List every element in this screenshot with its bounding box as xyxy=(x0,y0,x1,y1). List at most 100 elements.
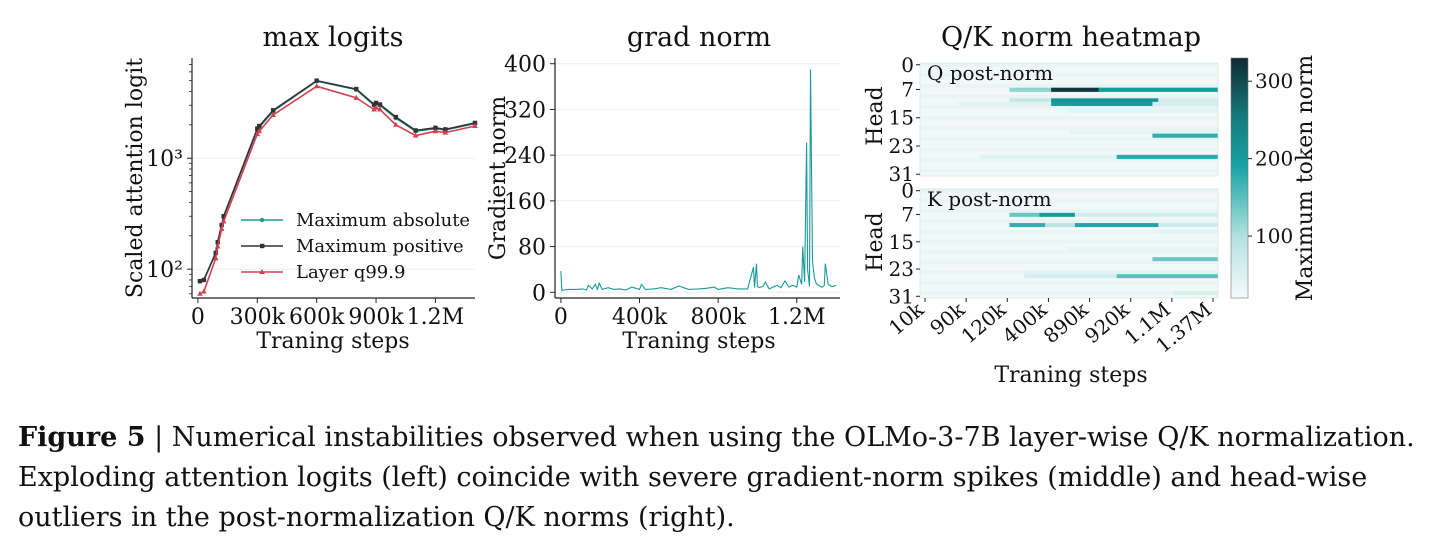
heatmap-row xyxy=(920,168,1218,173)
heatmap-cell xyxy=(1009,98,1052,103)
heatmap-row xyxy=(920,280,1218,285)
max-logits-point xyxy=(472,120,478,126)
max-logits-xlabel: Traning steps xyxy=(256,329,409,354)
grad-norm-series-line xyxy=(560,69,837,292)
heatmap-cell xyxy=(1051,98,1159,103)
max-logits-point xyxy=(442,129,449,135)
heatmap-row xyxy=(920,73,1218,78)
max-logits-xtick-label: 0 xyxy=(191,305,205,330)
max-logits-point xyxy=(393,121,399,127)
max-logits-point xyxy=(472,123,478,129)
heatmap-q-label: Q post-norm xyxy=(927,61,1053,85)
grad-norm-ytick-label: 240 xyxy=(504,144,546,169)
max-logits-point xyxy=(377,106,383,112)
colorbar-tick-label: 200 xyxy=(1255,147,1293,171)
colorbar-tick-label: 100 xyxy=(1255,224,1293,248)
max-logits-point xyxy=(353,94,360,100)
heatmap-cell xyxy=(1116,154,1218,159)
legend-marker xyxy=(259,217,265,223)
heatmap-row xyxy=(920,63,1218,67)
grad-norm-xlabel: Traning steps xyxy=(622,329,775,354)
heatmap-row xyxy=(920,219,1218,224)
max-logits-point xyxy=(201,288,207,294)
heatmap-row xyxy=(920,199,1218,203)
colorbar-tick-label: 300 xyxy=(1255,69,1293,93)
heatmap-cell xyxy=(1158,223,1218,228)
heatmap-title: Q/K norm heatmap xyxy=(941,22,1201,53)
max-logits-point xyxy=(218,226,225,232)
max-logits-point xyxy=(215,240,220,245)
caption-label: Figure 5 xyxy=(18,422,146,453)
legend-marker xyxy=(260,243,265,249)
heatmap-ytick-label: 23 xyxy=(889,134,914,158)
heatmap-ytick-label: 31 xyxy=(889,284,914,308)
heatmap-cell xyxy=(1069,108,1218,114)
heatmap-row xyxy=(920,291,1218,295)
max-logits-point xyxy=(212,255,219,261)
heatmap-cell xyxy=(1152,257,1218,262)
caption-separator: | xyxy=(145,422,172,453)
heatmap-ytick-label: 23 xyxy=(889,257,914,281)
heatmap-cell xyxy=(1039,212,1075,217)
heatmap-cell xyxy=(1152,133,1218,138)
max-logits-point xyxy=(373,104,379,110)
heatmap-cell xyxy=(1069,130,1218,135)
grad-norm-ytick-label: 0 xyxy=(532,281,546,306)
heatmap-cell xyxy=(1116,274,1218,279)
max-logits-xtick-label: 600k xyxy=(289,305,345,330)
legend-marker xyxy=(259,269,265,274)
max-logits-point xyxy=(412,132,419,138)
grad-norm-ytick-label: 400 xyxy=(504,53,546,78)
heatmap-cell xyxy=(1051,87,1099,92)
max-logits-title: max logits xyxy=(262,22,403,53)
heatmap-row xyxy=(920,84,1218,88)
heatmap-row xyxy=(920,260,1218,264)
max-logits-point xyxy=(254,131,261,137)
heatmap-cell xyxy=(949,223,1010,228)
grad-norm-xtick-label: 400k xyxy=(612,305,668,330)
max-logits-point xyxy=(354,86,359,92)
heatmap-frame xyxy=(919,188,1219,299)
legend-label: Layer q99.9 xyxy=(296,262,405,283)
heatmap-row xyxy=(920,126,1218,131)
heatmap-k-label: K post-norm xyxy=(927,187,1052,211)
heatmap-cell xyxy=(1051,101,1153,106)
max-logits-point xyxy=(443,127,448,132)
grad-norm-xtick-label: 1.2M xyxy=(768,305,826,330)
caption-text: Numerical instabilities observed when us… xyxy=(18,422,1415,533)
legend-label: Maximum absolute xyxy=(296,210,470,231)
max-logits-point xyxy=(213,250,218,256)
heatmap-ytick-label: 0 xyxy=(901,53,914,77)
heatmap-row xyxy=(920,189,1218,193)
max-logits-legend: Maximum absolute Maximum positive Layer q9… xyxy=(241,210,470,283)
heatmap-ytick-label: 7 xyxy=(901,77,914,101)
heatmap-ytick-label: 15 xyxy=(889,106,914,130)
max-logits-point xyxy=(201,277,207,283)
max-logits-ylabel: Scaled attention logit xyxy=(123,58,148,298)
max-logits-point xyxy=(393,114,399,120)
max-logits-point xyxy=(270,112,276,118)
max-logits-ytick-label: 10² xyxy=(146,258,183,283)
heatmap-cell xyxy=(1152,101,1218,106)
grad-norm-ylabel: Gradient norm xyxy=(486,96,511,260)
heatmap-xtick-label: 400k xyxy=(998,297,1053,348)
max-logits-point xyxy=(433,125,438,130)
heatmap-cell xyxy=(979,154,1117,159)
max-logits-point xyxy=(314,78,319,83)
max-logits-panel: max logits 0 300k 600k 900k 1.2M 10² 10³ Tran… xyxy=(123,22,478,354)
max-logits-point xyxy=(432,128,439,134)
legend-label: Maximum positive xyxy=(296,236,464,257)
qk-heatmap-panel: Q/K norm heatmap 071523310715233110k90k1… xyxy=(863,22,1318,388)
heatmap-cell xyxy=(1158,98,1218,103)
heatmap-row xyxy=(920,250,1218,254)
max-logits-ytick-label: 10³ xyxy=(146,147,183,172)
heatmap-row xyxy=(920,105,1218,109)
grad-norm-ytick-label: 160 xyxy=(504,190,546,215)
grad-norm-ytick-label: 320 xyxy=(504,98,546,123)
heatmap-cell xyxy=(1024,274,1117,279)
max-logits-point xyxy=(270,108,276,113)
grad-norm-panel: grad norm 0 400k 800k 1.2M 080160240320400 … xyxy=(486,22,840,354)
max-logits-xtick-label: 900k xyxy=(348,305,404,330)
heatmap-cell xyxy=(1069,246,1218,251)
max-logits-point xyxy=(313,83,320,89)
